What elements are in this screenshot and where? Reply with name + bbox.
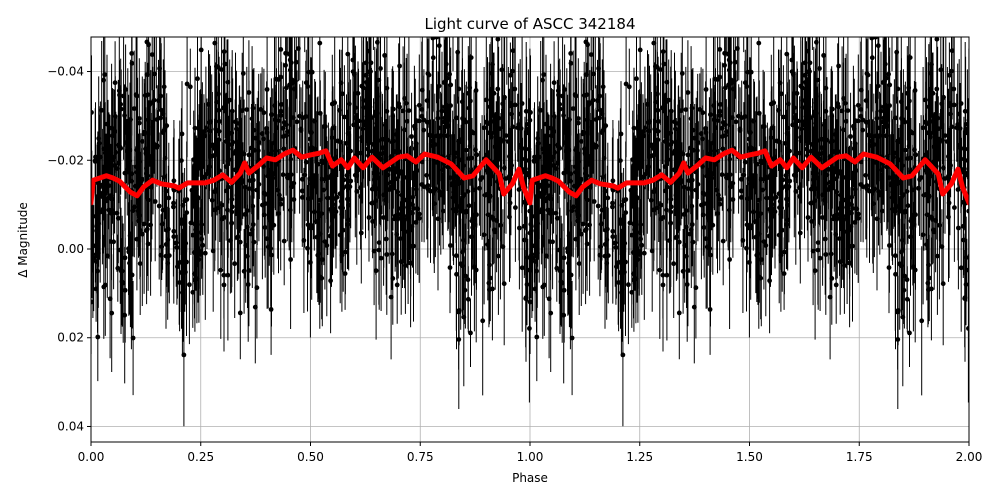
x-tick-label: 0.75: [407, 450, 434, 464]
x-tick-label: 2.00: [956, 450, 983, 464]
x-tick-label: 1.00: [517, 450, 544, 464]
y-axis-ticks: −0.04 −0.02 0.00 0.02 0.04: [47, 65, 91, 433]
y-tick-label: 0.04: [57, 419, 84, 433]
x-tick-label: 0.25: [187, 450, 214, 464]
model-curve: [91, 147, 969, 206]
y-tick-label: −0.02: [47, 153, 84, 167]
x-tick-label: 0.00: [78, 450, 105, 464]
y-tick-label: −0.04: [47, 65, 84, 79]
y-axis-label: Δ Magnitude: [16, 202, 30, 278]
x-tick-label: 0.50: [297, 450, 324, 464]
model-line: [91, 147, 969, 206]
observation-points: [91, 37, 969, 427]
y-tick-label: 0.02: [57, 331, 84, 345]
x-tick-label: 1.75: [846, 450, 873, 464]
x-axis-label: Phase: [512, 471, 548, 485]
y-tick-label: 0.00: [57, 242, 84, 256]
data-points: [91, 37, 969, 358]
chart-title: Light curve of ASCC 342184: [425, 15, 636, 33]
x-tick-label: 1.25: [626, 450, 653, 464]
x-tick-label: 1.50: [736, 450, 763, 464]
x-axis-ticks: 0.00 0.25 0.50 0.75 1.00 1.25 1.50 1.75 2.00: [78, 442, 983, 464]
